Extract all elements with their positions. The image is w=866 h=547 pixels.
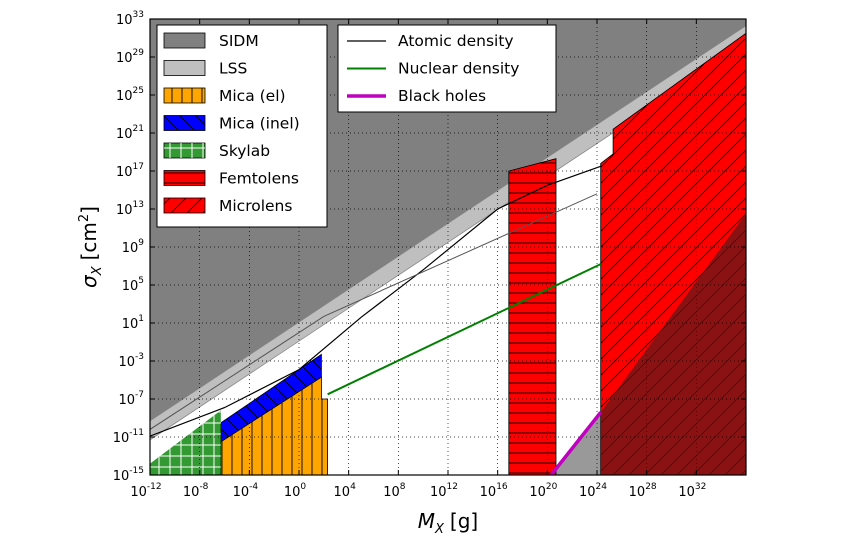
legend-label: Atomic density bbox=[398, 32, 514, 50]
x-tick-label: 1032 bbox=[678, 482, 706, 500]
legend-item-sidm: SIDM bbox=[163, 32, 259, 50]
x-tick-label: 10-8 bbox=[183, 482, 209, 500]
x-tick-label: 104 bbox=[334, 482, 357, 500]
y-tick-label: 10-7 bbox=[118, 390, 144, 408]
line-nuclear bbox=[327, 263, 602, 396]
y-tick-label: 10-11 bbox=[113, 428, 144, 446]
y-tick-label: 101 bbox=[122, 314, 144, 332]
legend-label: LSS bbox=[219, 60, 247, 78]
region-mica-inel-hatch bbox=[220, 354, 322, 442]
legend-item-blackholes: Black holes bbox=[347, 87, 486, 105]
legend-regions: SIDM LSS Mica (el) Mica (inel) Skylab Femtole… bbox=[156, 24, 328, 228]
x-tick-label: 1012 bbox=[430, 482, 458, 500]
region-skylab-hatch bbox=[150, 410, 221, 475]
legend-label: Skylab bbox=[219, 142, 270, 160]
line-atomic bbox=[150, 165, 601, 437]
x-tick-label: 108 bbox=[383, 482, 406, 500]
y-tick-label: 1033 bbox=[116, 10, 144, 28]
x-axis-label: MX [g] bbox=[418, 509, 478, 537]
legend-label: Nuclear density bbox=[398, 60, 519, 78]
legend-label: Femtolens bbox=[219, 170, 299, 188]
y-tick-label: 1013 bbox=[116, 200, 144, 218]
legend-swatch-hatch bbox=[164, 170, 205, 186]
legend-swatch bbox=[163, 60, 206, 76]
region-femtolens-hatch bbox=[508, 158, 556, 475]
legend-item-mica-inel: Mica (inel) bbox=[163, 115, 300, 133]
legend-label: Mica (el) bbox=[219, 87, 286, 105]
y-tick-label: 10-15 bbox=[113, 466, 144, 484]
legend-item-microlens: Microlens bbox=[163, 197, 292, 215]
region-bh-region bbox=[600, 213, 746, 475]
x-tick-label: 1024 bbox=[579, 482, 607, 500]
legend-swatch-hatch bbox=[164, 198, 205, 213]
line-blackholes bbox=[549, 411, 603, 475]
x-tick-label: 10-4 bbox=[233, 482, 259, 500]
legend-item-femtolens: Femtolens bbox=[163, 170, 299, 188]
legend-label: Black holes bbox=[398, 87, 486, 105]
y-tick-label: 10-3 bbox=[118, 352, 144, 370]
legend-item-nuclear: Nuclear density bbox=[347, 60, 519, 78]
legend-swatch-hatch bbox=[164, 115, 205, 131]
y-axis-label: σX[cm2] bbox=[77, 206, 105, 288]
lines-layer bbox=[150, 165, 603, 475]
x-tick-label: 100 bbox=[284, 482, 307, 500]
legend-label: SIDM bbox=[219, 32, 259, 50]
y-tick-label: 105 bbox=[122, 276, 144, 294]
x-tick-label: 1020 bbox=[529, 482, 557, 500]
legend-swatch-hatch bbox=[164, 143, 205, 158]
legend-lines: Atomic density Nuclear density Black holes bbox=[337, 24, 557, 113]
x-tick-label: 10-12 bbox=[130, 482, 161, 500]
legend-swatch-hatch bbox=[164, 88, 205, 103]
legend-label: Microlens bbox=[219, 197, 292, 215]
x-tick-label: 1016 bbox=[480, 482, 508, 500]
legend-item-lss: LSS bbox=[163, 60, 247, 78]
legend-item-skylab: Skylab bbox=[163, 142, 270, 160]
legend-label: Mica (inel) bbox=[219, 115, 300, 133]
y-tick-label: 1025 bbox=[116, 86, 144, 104]
y-tick-label: 1029 bbox=[116, 48, 144, 66]
y-tick-label: 1017 bbox=[116, 162, 144, 180]
legend-item-atomic: Atomic density bbox=[347, 32, 514, 50]
legend-item-mica-el: Mica (el) bbox=[163, 87, 286, 105]
ticks-layer: 10-12 10-8 10-4 100 104 108 1012 1016 1020 1024 10… bbox=[113, 10, 746, 500]
line-atomic2 bbox=[150, 193, 598, 430]
legend-swatch bbox=[163, 32, 206, 49]
region-mica-el-hatch bbox=[220, 377, 328, 475]
x-tick-label: 1028 bbox=[629, 482, 657, 500]
y-tick-label: 1021 bbox=[116, 124, 144, 142]
y-tick-label: 109 bbox=[122, 238, 145, 256]
